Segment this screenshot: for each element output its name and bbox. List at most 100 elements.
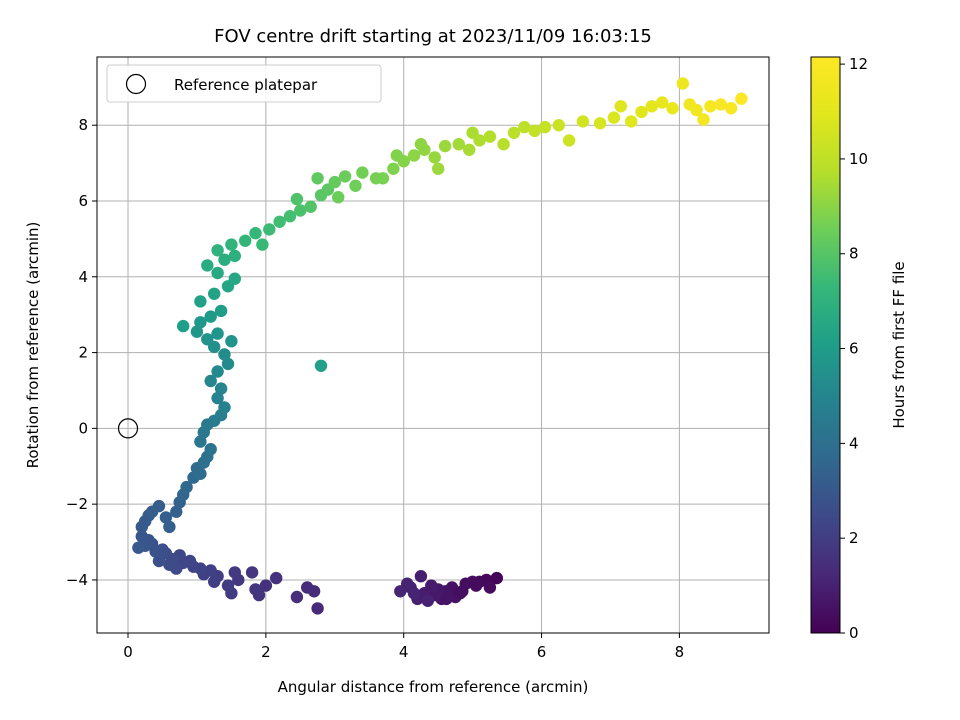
colorbar-tick-label: 4: [849, 434, 859, 452]
data-point: [225, 335, 238, 348]
data-point: [152, 499, 166, 513]
data-point: [704, 100, 717, 113]
data-point: [369, 172, 383, 185]
data-point: [440, 592, 453, 606]
data-point: [552, 119, 565, 132]
y-tick-label: 0: [78, 419, 88, 437]
data-point: [204, 310, 217, 323]
data-point: [714, 98, 727, 111]
x-tick-label: 2: [261, 643, 271, 661]
data-point: [407, 587, 421, 600]
data-point: [194, 435, 207, 448]
data-point: [645, 100, 658, 113]
data-point: [635, 105, 648, 119]
y-tick-label: 4: [78, 268, 88, 286]
data-point: [607, 111, 621, 124]
data-point: [239, 234, 252, 247]
data-point: [432, 162, 445, 175]
y-tick-label: −4: [66, 571, 88, 589]
y-tick-label: 8: [78, 116, 88, 134]
x-axis-ticks: 0 2 4 6 8: [123, 633, 684, 661]
data-point: [194, 467, 207, 480]
data-point: [211, 244, 224, 257]
data-point: [245, 566, 259, 579]
data-point: [204, 374, 217, 388]
data-point: [676, 77, 689, 90]
data-point: [697, 113, 710, 126]
x-tick-label: 0: [123, 643, 133, 661]
legend-box: [106, 64, 382, 103]
data-point: [211, 327, 224, 340]
data-point: [528, 124, 541, 138]
x-tick-label: 4: [399, 643, 409, 661]
data-point: [421, 594, 434, 607]
data-point: [163, 520, 176, 534]
plot-area-frame: [96, 56, 770, 634]
data-point: [159, 511, 173, 524]
data-point: [135, 530, 148, 543]
reference-platepar-marker: [117, 418, 139, 439]
data-point: [152, 554, 166, 568]
data-point: [625, 115, 638, 128]
data-point: [249, 227, 262, 240]
data-point: [170, 505, 183, 518]
data-point: [332, 191, 345, 204]
data-point: [414, 138, 428, 151]
data-point: [349, 179, 362, 192]
colorbar-tick-label: 10: [849, 150, 868, 168]
data-point: [304, 200, 317, 213]
colorbar: 0 2 4 6 8 10 12 Hours from first FF file: [810, 55, 908, 642]
data-point: [294, 204, 307, 217]
colorbar-label: Hours from first FF file: [890, 261, 908, 428]
data-point: [249, 583, 262, 596]
data-point: [497, 138, 510, 151]
data-point: [576, 115, 590, 128]
data-point: [163, 558, 176, 571]
data-point: [180, 480, 193, 494]
reference-marker: [117, 418, 139, 439]
data-point: [407, 149, 421, 162]
data-point: [666, 102, 679, 115]
data-point: [177, 319, 190, 333]
data-point: [221, 357, 235, 371]
data-point: [273, 215, 286, 228]
data-point: [214, 382, 228, 395]
data-point: [263, 223, 276, 236]
data-point: [438, 139, 452, 153]
legend-entry-reference: Reference platepar: [174, 76, 318, 94]
data-point: [414, 570, 428, 583]
data-point: [211, 365, 224, 378]
data-point: [290, 192, 304, 206]
data-point: [132, 541, 145, 554]
data-point: [338, 170, 352, 183]
data-point: [211, 266, 224, 280]
data-point: [390, 149, 403, 162]
data-point: [538, 120, 552, 134]
chart-title: FOV centre drift starting at 2023/11/09 …: [214, 26, 652, 47]
data-point: [483, 130, 497, 143]
data-point: [656, 96, 669, 109]
data-point: [256, 238, 269, 251]
colorbar-gradient: [810, 56, 841, 634]
data-point: [194, 295, 207, 308]
colorbar-tick-label: 2: [849, 529, 859, 547]
y-axis-label: Rotation from reference (arcmin): [24, 222, 42, 469]
data-point: [454, 587, 467, 600]
data-point: [208, 287, 221, 300]
data-point: [463, 143, 476, 156]
data-point: [690, 103, 703, 117]
data-point: [483, 581, 497, 594]
data-point: [452, 138, 465, 151]
data-point: [593, 117, 607, 130]
data-point: [228, 249, 241, 263]
data-point: [394, 585, 407, 598]
data-point: [466, 126, 479, 139]
data-point: [614, 100, 627, 113]
data-point: [735, 92, 748, 105]
grid-lines: [97, 57, 769, 633]
data-point: [221, 579, 235, 592]
data-point: [218, 401, 231, 414]
data-point: [270, 571, 283, 585]
data-point: [194, 316, 207, 329]
